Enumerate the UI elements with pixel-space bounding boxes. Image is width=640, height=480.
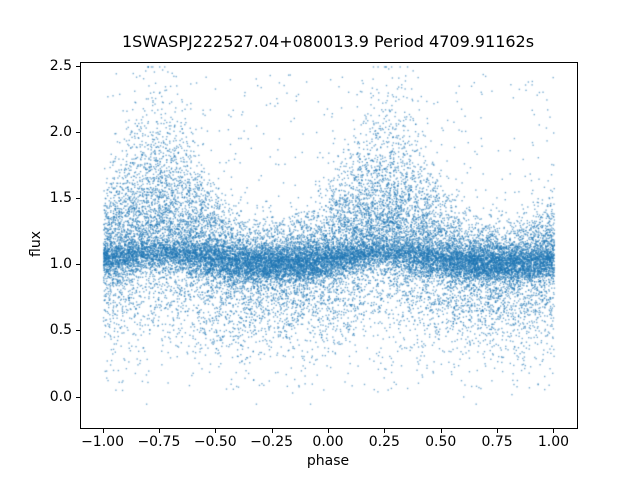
x-tick-mark <box>553 429 555 433</box>
x-tick-mark <box>271 429 273 433</box>
x-tick-mark <box>497 429 499 433</box>
plot-area <box>80 62 578 429</box>
x-tick-label: 0.25 <box>368 434 400 450</box>
y-tick-label: 1.5 <box>49 190 72 207</box>
x-tick-mark <box>440 429 442 433</box>
x-tick-mark <box>102 429 104 433</box>
x-tick-label: 0.50 <box>425 434 457 450</box>
x-axis-label: phase <box>306 453 350 469</box>
x-tick-label: 0.75 <box>481 434 513 450</box>
y-tick-label: 2.5 <box>49 57 72 74</box>
x-tick-mark <box>158 429 160 433</box>
x-tick-mark <box>384 429 386 433</box>
y-tick-mark <box>76 65 80 67</box>
x-tick-label: −1.00 <box>81 434 124 450</box>
y-tick-mark <box>76 330 80 332</box>
x-tick-label: 1.00 <box>537 434 570 450</box>
x-tick-mark <box>215 429 217 433</box>
x-tick-label: −0.50 <box>193 434 237 450</box>
y-axis-label: flux <box>28 231 44 257</box>
y-tick-mark <box>76 396 80 398</box>
x-tick-label: −0.25 <box>250 434 294 450</box>
y-tick-label: 2.0 <box>49 124 72 141</box>
x-tick-label: 0.00 <box>312 434 344 450</box>
y-tick-mark <box>76 198 80 200</box>
y-tick-mark <box>76 132 80 134</box>
y-tick-mark <box>76 264 80 266</box>
y-tick-label: 1.0 <box>49 256 72 273</box>
y-tick-label: 0.0 <box>49 388 72 405</box>
y-tick-label: 0.5 <box>49 322 72 339</box>
scatter-canvas <box>81 63 577 428</box>
x-tick-label: −0.75 <box>137 434 181 450</box>
x-tick-mark <box>328 429 329 433</box>
chart-title: 1SWASPJ222527.04+080013.9 Period 4709.91… <box>121 32 535 51</box>
